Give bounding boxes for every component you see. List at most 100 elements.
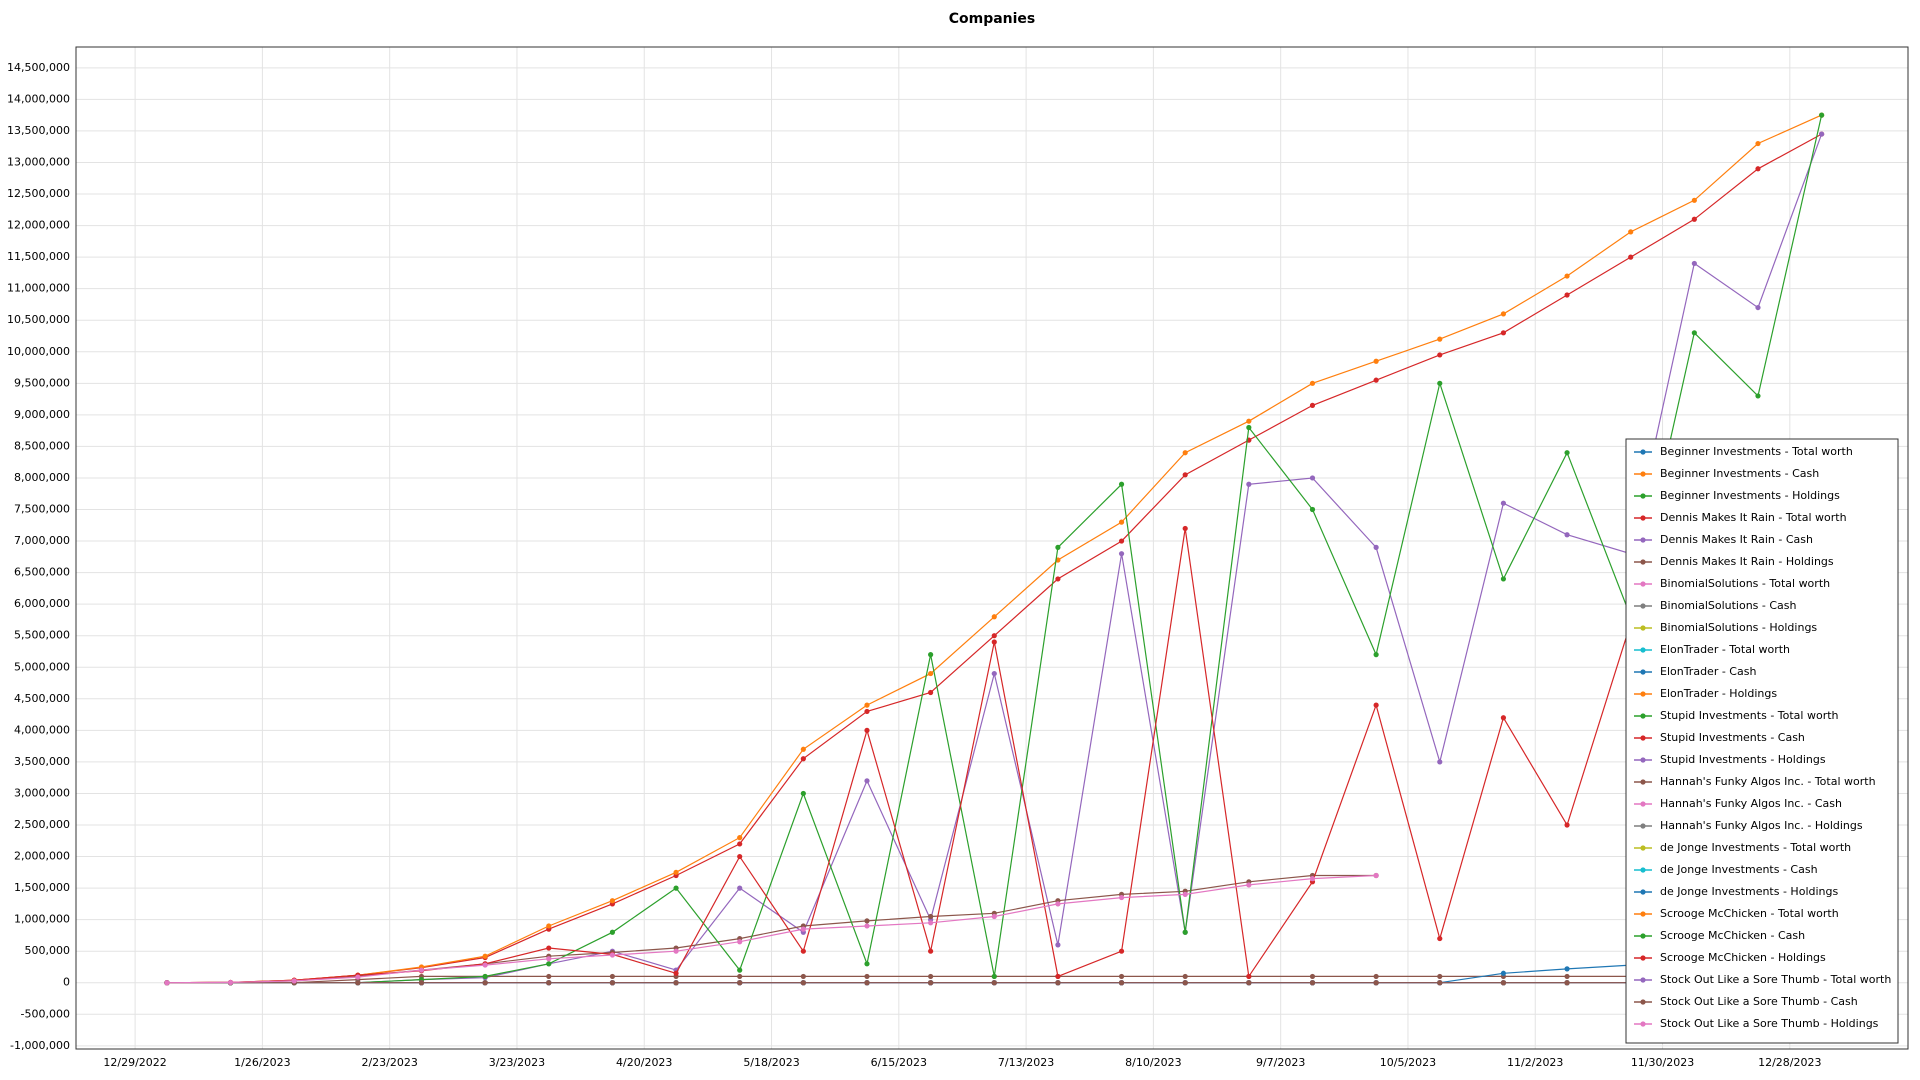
y-tick-label: 0	[63, 976, 70, 989]
legend-label: BinomialSolutions - Cash	[1660, 599, 1797, 612]
data-point	[609, 952, 616, 958]
data-point	[864, 980, 870, 986]
data-point	[673, 970, 679, 976]
data-point	[991, 633, 997, 639]
data-point	[1819, 131, 1825, 137]
data-point	[1118, 948, 1125, 954]
legend-label: Beginner Investments - Total worth	[1660, 445, 1853, 458]
data-point	[1437, 980, 1443, 986]
data-point	[1118, 519, 1125, 525]
legend-marker	[1640, 603, 1646, 609]
legend-label: BinomialSolutions - Total worth	[1660, 577, 1830, 590]
data-point	[609, 973, 616, 980]
y-tick-label: 10,500,000	[7, 313, 70, 326]
data-point	[1309, 876, 1316, 882]
legend-marker	[1640, 955, 1646, 961]
y-tick-label: 10,000,000	[7, 345, 70, 358]
data-point	[1373, 358, 1379, 364]
data-point	[1118, 551, 1125, 557]
data-point	[1564, 973, 1570, 980]
data-point	[737, 939, 743, 945]
data-point	[673, 980, 679, 986]
data-point	[864, 961, 870, 967]
data-point	[991, 973, 997, 980]
data-point	[737, 967, 743, 973]
legend-marker	[1640, 581, 1646, 587]
legend-marker	[1640, 493, 1646, 499]
legend-label: Beginner Investments - Cash	[1660, 467, 1819, 480]
legend-label: Dennis Makes It Rain - Cash	[1660, 533, 1813, 546]
data-point	[546, 923, 552, 929]
x-tick-label: 12/29/2022	[103, 1056, 166, 1069]
legend-marker	[1640, 691, 1646, 697]
data-point	[609, 980, 616, 986]
data-point	[1055, 544, 1061, 550]
x-tick-label: 12/28/2023	[1758, 1056, 1821, 1069]
data-point	[737, 853, 743, 860]
x-tick-label: 2/23/2023	[361, 1056, 417, 1069]
data-point	[1500, 311, 1507, 317]
data-point	[864, 918, 870, 924]
data-point	[1182, 472, 1188, 478]
legend-marker	[1640, 823, 1646, 829]
x-tick-label: 7/13/2023	[998, 1056, 1054, 1069]
y-tick-label: 3,000,000	[14, 786, 70, 799]
data-point	[546, 961, 552, 967]
y-tick-label: 12,500,000	[7, 187, 70, 200]
data-point	[418, 967, 425, 973]
data-point	[800, 948, 806, 954]
data-point	[1755, 140, 1761, 147]
data-point	[928, 980, 934, 986]
data-point	[1819, 112, 1825, 118]
data-point	[1437, 380, 1443, 386]
y-tick-label: 4,500,000	[14, 692, 70, 705]
data-point	[1246, 973, 1252, 980]
data-point	[1564, 822, 1570, 828]
data-point	[1118, 894, 1125, 901]
data-point	[800, 790, 806, 797]
data-point	[355, 974, 361, 980]
legend-label: Stupid Investments - Cash	[1660, 731, 1805, 744]
data-point	[928, 973, 934, 980]
legend-marker	[1640, 999, 1646, 1005]
series-line	[166, 874, 1377, 984]
legend-label: Hannah's Funky Algos Inc. - Total worth	[1660, 775, 1876, 788]
data-point	[673, 869, 679, 875]
y-tick-label: -500,000	[21, 1007, 70, 1020]
y-tick-label: 14,500,000	[7, 61, 70, 74]
legend-label: de Jonge Investments - Total worth	[1660, 841, 1851, 854]
data-point	[1500, 715, 1507, 721]
data-point	[482, 962, 488, 968]
legend-label: BinomialSolutions - Holdings	[1660, 621, 1817, 634]
x-tick-label: 8/10/2023	[1125, 1056, 1181, 1069]
data-point	[1564, 292, 1570, 298]
y-tick-label: 8,000,000	[14, 471, 70, 484]
data-point	[1755, 393, 1761, 399]
y-tick-label: 3,500,000	[14, 755, 70, 768]
legend-label: Dennis Makes It Rain - Total worth	[1660, 511, 1847, 524]
data-point	[737, 841, 743, 847]
x-tick-label: 11/30/2023	[1631, 1056, 1694, 1069]
data-point	[1628, 254, 1634, 260]
data-point	[1182, 929, 1188, 935]
data-point	[1564, 532, 1570, 538]
data-point	[1500, 500, 1507, 506]
x-tick-label: 1/26/2023	[234, 1056, 290, 1069]
legend-label: Hannah's Funky Algos Inc. - Cash	[1660, 797, 1842, 810]
data-point	[1691, 197, 1697, 203]
legend-label: Scrooge McChicken - Cash	[1660, 929, 1805, 942]
y-tick-label: 2,000,000	[14, 850, 70, 863]
data-point	[737, 885, 743, 891]
data-point	[1118, 538, 1125, 544]
chart-title: Companies	[949, 11, 1036, 27]
legend-marker	[1640, 559, 1646, 565]
data-point	[737, 980, 743, 986]
legend-marker	[1640, 867, 1646, 873]
data-point	[546, 945, 552, 951]
legend: Beginner Investments - Total worth Beginn…	[1625, 438, 1899, 1044]
data-point	[1246, 424, 1252, 431]
data-point	[1182, 525, 1188, 532]
data-point	[737, 835, 743, 841]
data-point	[1373, 973, 1379, 980]
